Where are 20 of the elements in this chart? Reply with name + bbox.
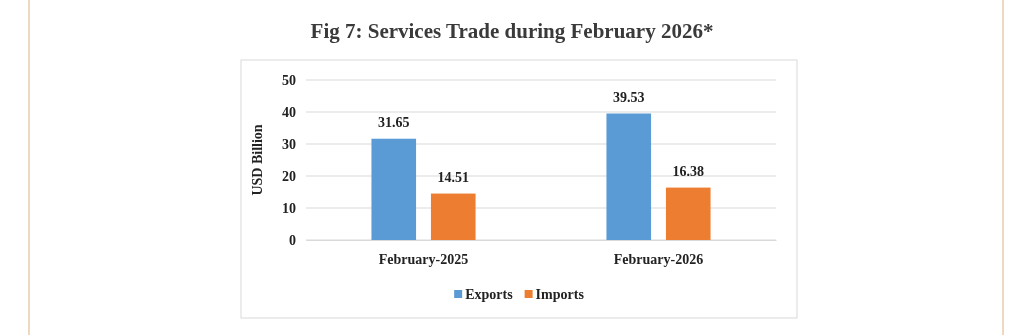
legend-label: Imports xyxy=(535,287,585,302)
bar xyxy=(430,193,476,240)
data-label: 14.51 xyxy=(437,169,469,185)
data-label: 16.38 xyxy=(672,163,704,179)
y-tick-label: 10 xyxy=(282,200,296,216)
y-tick-label: 0 xyxy=(289,232,296,248)
chart-title: Fig 7: Services Trade during February 2026* xyxy=(310,19,714,43)
data-label: 31.65 xyxy=(378,114,410,130)
y-tick-label: 50 xyxy=(282,72,296,88)
x-tick-label: February-2026 xyxy=(613,251,704,267)
y-axis-title: USD Billion xyxy=(250,124,265,196)
data-label: 39.53 xyxy=(613,89,645,105)
bar xyxy=(665,187,711,240)
bar xyxy=(371,138,417,240)
y-tick-label: 30 xyxy=(282,136,296,152)
x-tick-label: February-2025 xyxy=(378,251,469,267)
legend-label: Exports xyxy=(465,287,514,302)
y-tick-label: 40 xyxy=(282,104,296,120)
y-tick-label: 20 xyxy=(282,168,296,184)
bar xyxy=(606,113,652,240)
